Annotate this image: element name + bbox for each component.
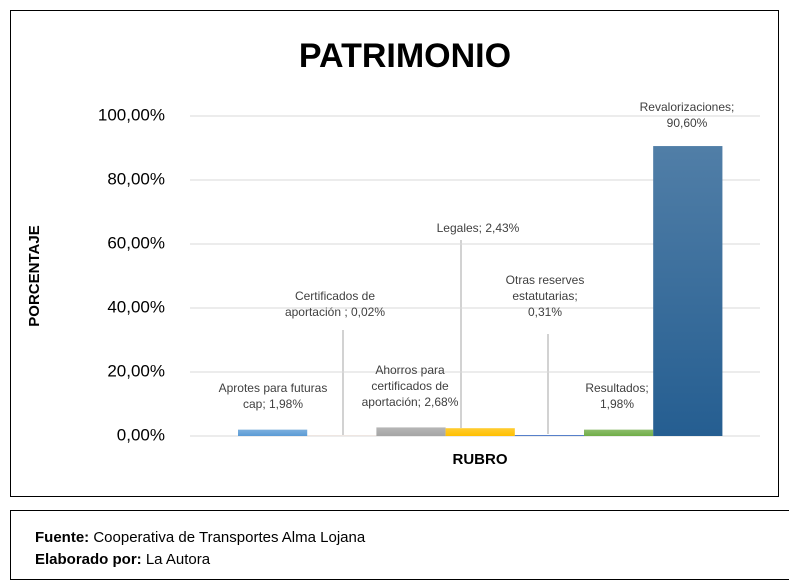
- source-line: Fuente: Cooperativa de Transportes Alma …: [35, 529, 365, 546]
- bar-shade: [653, 146, 723, 436]
- chart-title: PATRIMONIO: [299, 37, 511, 75]
- bar-shade: [445, 428, 515, 436]
- bar-shade: [376, 427, 446, 436]
- x-axis-label: RUBRO: [453, 451, 508, 468]
- data-label: Aprotes para futuras cap; 1,98%: [218, 381, 328, 411]
- data-label: Revalorizaciones; 90,60%: [639, 100, 735, 130]
- y-tick-label: 100,00%: [98, 105, 165, 124]
- source-label: Fuente:: [35, 529, 90, 546]
- bar-shade: [238, 429, 308, 436]
- bar-shade: [584, 429, 654, 436]
- y-tick-label: 0,00%: [117, 425, 165, 444]
- y-tick-label: 40,00%: [107, 297, 165, 316]
- author-line: Elaborado por: La Autora: [35, 551, 210, 568]
- author-label: Elaborado por:: [35, 551, 142, 568]
- footer: Fuente: Cooperativa de Transportes Alma …: [10, 510, 789, 580]
- y-tick-label: 20,00%: [107, 361, 165, 380]
- y-tick-label: 80,00%: [107, 169, 165, 188]
- y-axis-label: PORCENTAJE: [26, 225, 43, 326]
- author: La Autora: [145, 551, 211, 568]
- chart-frame: [10, 10, 779, 497]
- y-tick-label: 60,00%: [107, 233, 165, 252]
- bar-shade: [514, 435, 584, 436]
- data-label: Otras reserves estatutarias; 0,31%: [505, 273, 585, 319]
- leader-lines: [342, 240, 549, 435]
- data-label: Resultados; 1,98%: [585, 381, 649, 411]
- data-label: Certificados de aportación ; 0,02%: [284, 289, 386, 319]
- data-label: Legales; 2,43%: [436, 221, 520, 235]
- data-label: Ahorros para certificados de aportación;…: [361, 363, 459, 409]
- source: Cooperativa de Transportes Alma Lojana: [93, 529, 366, 546]
